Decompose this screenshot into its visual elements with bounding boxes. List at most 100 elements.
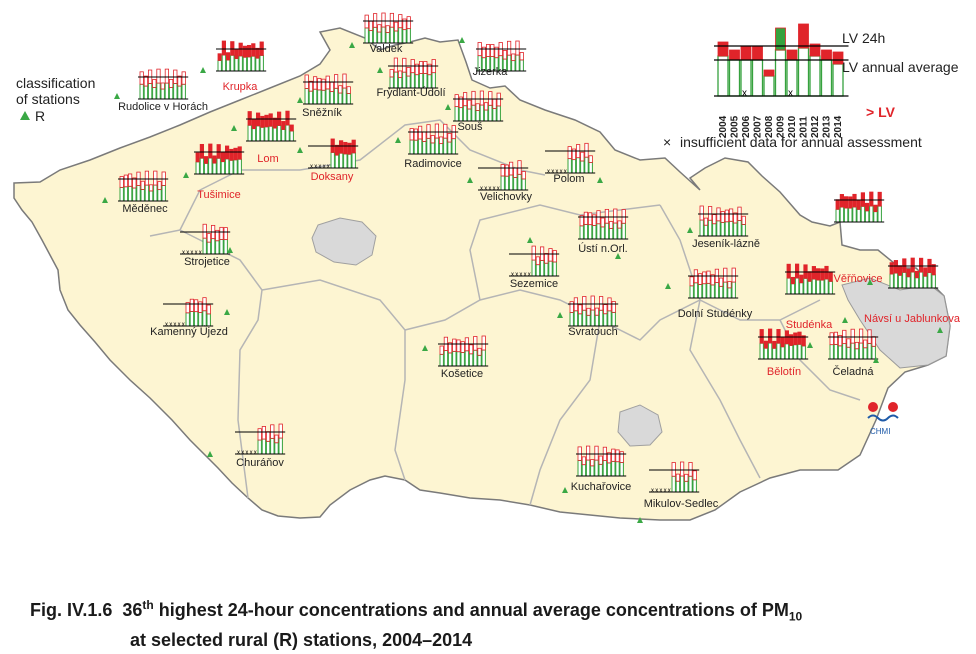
station-marker-icon [637, 517, 643, 523]
station-marker-icon [597, 177, 603, 183]
station-marker-icon [297, 147, 303, 153]
legend-year-label: 2006 [741, 115, 752, 138]
station-label: Jizerka [473, 66, 509, 78]
station-label: Svratouch [568, 326, 618, 338]
svg-text:x: x [314, 164, 317, 170]
svg-text:x: x [327, 164, 330, 170]
station-marker-icon [297, 97, 303, 103]
legend-over-lv: > LV [866, 104, 896, 120]
legend-year-label: 2012 [810, 115, 821, 138]
station-label: Velichovky [480, 191, 532, 203]
station-label: Tušimice [197, 189, 241, 201]
svg-text:x: x [186, 250, 189, 256]
svg-text:x: x [551, 169, 554, 175]
svg-text:x: x [480, 186, 483, 192]
station-label: Návsí u Jablunkova [864, 313, 961, 325]
svg-text:x: x [493, 186, 496, 192]
svg-text:x: x [484, 186, 487, 192]
region-borders [149, 119, 861, 506]
svg-text:x: x [190, 250, 193, 256]
station-label: Košetice [441, 368, 483, 380]
legend-lv-24h: LV 24h [842, 30, 885, 46]
svg-text:x: x [310, 164, 313, 170]
stations-layer: Valdek Jizerka Krupka Rudolice v Horách Sněž… [102, 12, 961, 523]
station-marker-icon [842, 317, 848, 323]
station-label: Studénka [786, 319, 833, 331]
svg-text:x: x [519, 272, 522, 278]
svg-text:x: x [178, 322, 181, 328]
legend-classification-line2: of stations [16, 91, 80, 107]
station-28: Kuchařovice [562, 445, 632, 493]
station-label: Polom [553, 173, 584, 185]
station-marker-icon [102, 197, 108, 203]
svg-text:x: x [515, 272, 518, 278]
station-marker-icon [200, 67, 206, 73]
legend-year-label: 2009 [776, 115, 787, 138]
station-label: Strojetice [184, 256, 230, 268]
svg-text:x: x [488, 186, 491, 192]
station-marker-icon [422, 345, 428, 351]
station-24: Košetice [422, 335, 489, 380]
station-label: Měděnec [122, 203, 168, 215]
station-12: Měděnec [102, 170, 169, 215]
station-label: Bělotín [767, 366, 801, 378]
chmi-logo-text: CHMI [870, 427, 890, 436]
svg-text:x: x [564, 169, 567, 175]
station-11: Tušimice [183, 143, 245, 201]
figure-caption: Fig. IV.1.6 36th highest 24-hour concent… [30, 594, 802, 652]
station-label: Krupka [223, 81, 259, 93]
station-marker-icon [527, 237, 533, 243]
city-prague [311, 217, 377, 266]
svg-text:x: x [511, 272, 514, 278]
caption-line2: at selected rural (R) stations, 2004–201… [130, 629, 473, 650]
legend-year-label: 2008 [764, 115, 775, 138]
station-9: Radimovice [395, 123, 462, 170]
station-marker-icon [867, 279, 873, 285]
station-label: Souš [457, 121, 483, 133]
station-4: Sněžník [297, 73, 354, 119]
station-marker-icon [395, 137, 401, 143]
station-label: Frýdlant-Údolí [376, 86, 445, 99]
station-marker-icon [224, 309, 230, 315]
station-label: Doksany [311, 171, 354, 183]
station-label: Churáňov [236, 457, 284, 469]
station-label: Mikulov-Sedlec [644, 498, 719, 510]
svg-text:x: x [788, 88, 793, 99]
svg-text:x: x [547, 169, 550, 175]
svg-text:x: x [250, 450, 253, 456]
station-label: Jeseník-lázně [692, 238, 760, 250]
station-16: Jeseník-lázně [687, 205, 760, 250]
legend-year-label: 2010 [787, 115, 798, 138]
station-label: Radimovice [404, 158, 461, 170]
legend-chart: 2004 2005 2006 2007 2008 2009 2010 2011 2012 2013… [714, 23, 849, 138]
station-2: Krupka [200, 40, 267, 93]
station-label: Sezemice [510, 278, 558, 290]
station-15: Ústí n.Orl. [578, 208, 629, 259]
svg-text:x: x [245, 450, 248, 456]
legend-year-label: 2014 [833, 115, 844, 138]
station-label: Kuchařovice [571, 481, 632, 493]
station-marker-icon [937, 327, 943, 333]
station-marker-icon [227, 247, 233, 253]
station-marker-icon [687, 227, 693, 233]
station-marker-icon [873, 357, 879, 363]
svg-text:x: x [524, 272, 527, 278]
svg-text:x: x [655, 488, 658, 494]
station-18: Věřňovice [834, 191, 885, 285]
station-26: Čeladná [828, 328, 879, 378]
svg-text:x: x [668, 488, 671, 494]
station-marker-icon [467, 177, 473, 183]
legend-triangle-icon [20, 111, 30, 120]
station-3: Rudolice v Horách [114, 68, 208, 113]
svg-text:x: x [169, 322, 172, 328]
svg-text:x: x [497, 186, 500, 192]
station-label: Čeladná [833, 365, 875, 378]
svg-text:x: x [742, 88, 747, 99]
station-marker-icon [183, 172, 189, 178]
station-7: Lom [231, 110, 297, 165]
